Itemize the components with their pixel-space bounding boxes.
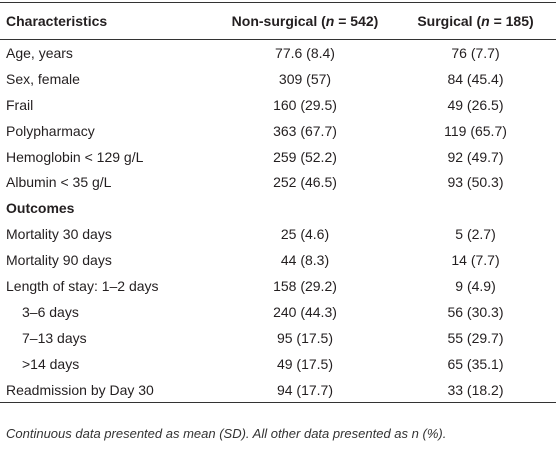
header-cell: Non-surgical (n = 542): [215, 3, 395, 40]
header-cell: Surgical (n = 185): [395, 3, 556, 40]
table-row: Mortality 30 days 25 (4.6) 5 (2.7): [0, 221, 556, 247]
row-label: Mortality 90 days: [6, 252, 112, 269]
row-label: Albumin < 35 g/L: [6, 174, 112, 191]
footnote: Continuous data presented as mean (SD). …: [6, 426, 447, 441]
row-label: Readmission by Day 30: [6, 381, 154, 398]
row-label: Mortality 30 days: [6, 226, 112, 243]
cell: 84 (45.4): [447, 70, 504, 87]
header-text: = 542): [334, 13, 379, 29]
row-label: Polypharmacy: [6, 122, 95, 139]
cell: 5 (2.7): [455, 226, 496, 243]
cell: 56 (30.3): [447, 303, 504, 320]
cell: 65 (35.1): [447, 355, 504, 372]
data-table: Characteristics Non-surgical (n = 542) S…: [0, 2, 556, 403]
header-cell: Characteristics: [6, 13, 108, 29]
table-row: Hemoglobin < 129 g/L 259 (52.2) 92 (49.7): [0, 144, 556, 170]
cell: 158 (29.2): [273, 277, 337, 294]
row-label: Age, years: [6, 44, 73, 61]
header-text: Surgical (: [417, 13, 482, 29]
table-row: Age, years 77.6 (8.4) 76 (7.7): [0, 40, 556, 66]
table-header: Characteristics Non-surgical (n = 542) S…: [0, 2, 556, 40]
cell: 363 (67.7): [273, 122, 337, 139]
cell: 14 (7.7): [451, 252, 500, 269]
cell: 76 (7.7): [451, 44, 500, 61]
cell: 259 (52.2): [273, 148, 337, 165]
table-row: Albumin < 35 g/L 252 (46.5) 93 (50.3): [0, 169, 556, 195]
cell: 49 (26.5): [447, 96, 504, 113]
cell: 240 (44.3): [273, 303, 337, 320]
section-row: Outcomes: [0, 195, 556, 221]
row-label: Outcomes: [6, 200, 75, 217]
table-row: Length of stay: 1–2 days 158 (29.2) 9 (4.9…: [0, 273, 556, 299]
cell: 77.6 (8.4): [275, 44, 335, 61]
cell: 95 (17.5): [276, 329, 334, 346]
row-label: Hemoglobin < 129 g/L: [6, 148, 144, 165]
header-text: = 185): [489, 13, 534, 29]
table-row: 3–6 days 240 (44.3) 56 (30.3): [0, 299, 556, 325]
table-row: Readmission by Day 30 94 (17.7) 33 (18.2): [0, 377, 556, 403]
cell: 92 (49.7): [447, 148, 504, 165]
row-label: Length of stay: 1–2 days: [6, 277, 159, 294]
row-label: >14 days: [22, 355, 80, 372]
cell: 33 (18.2): [447, 381, 504, 398]
table-row: Mortality 90 days 44 (8.3) 14 (7.7): [0, 247, 556, 273]
table-body: Age, years 77.6 (8.4) 76 (7.7) Sex, female 3…: [0, 40, 556, 403]
row-label: 3–6 days: [22, 303, 79, 320]
cell: 160 (29.5): [273, 96, 337, 113]
cell: 119 (65.7): [444, 122, 507, 139]
table-row: Polypharmacy 363 (67.7) 119 (65.7): [0, 118, 556, 144]
header-text: Non-surgical (: [231, 13, 326, 29]
header-text: n: [325, 13, 335, 29]
table-row: 7–13 days 95 (17.5) 55 (29.7): [0, 325, 556, 351]
cell: 25 (4.6): [280, 226, 330, 243]
row-label: 7–13 days: [22, 329, 87, 346]
row-label: Frail: [6, 96, 34, 113]
cell: 252 (46.5): [273, 174, 337, 191]
cell: 49 (17.5): [276, 355, 334, 372]
table-row: >14 days 49 (17.5) 65 (35.1): [0, 351, 556, 377]
row-label: Sex, female: [6, 70, 80, 87]
table-row: Sex, female 309 (57) 84 (45.4): [0, 66, 556, 92]
header-text: n: [481, 13, 490, 29]
table-row: Frail 160 (29.5) 49 (26.5): [0, 92, 556, 118]
header-row: Characteristics Non-surgical (n = 542) S…: [0, 2, 556, 40]
cell: 94 (17.7): [276, 381, 334, 398]
cell: 309 (57): [278, 70, 332, 87]
cell: 93 (50.3): [447, 174, 504, 191]
cell: 55 (29.7): [447, 329, 504, 346]
cell: 9 (4.9): [455, 277, 496, 294]
cell: 44 (8.3): [280, 252, 330, 269]
